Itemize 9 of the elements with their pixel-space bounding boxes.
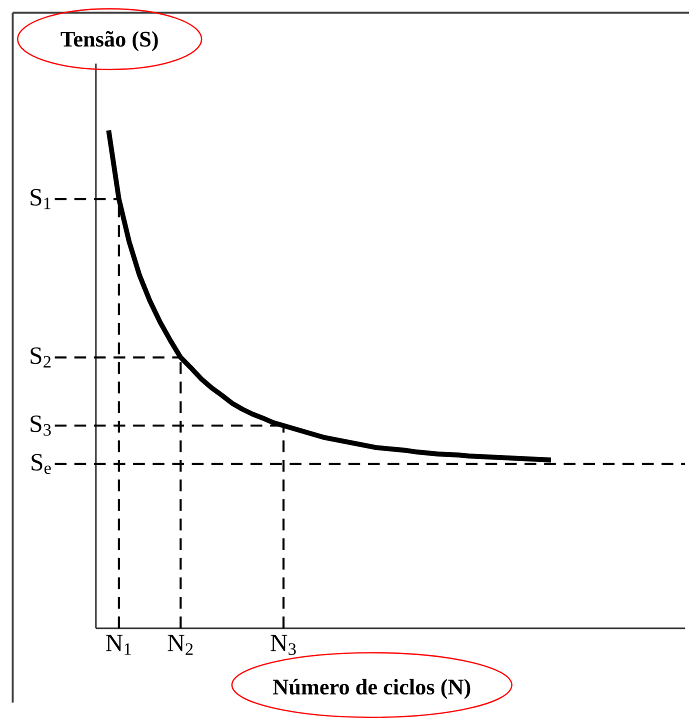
y-axis-title: Tensão (S) <box>60 31 158 52</box>
x-tick-label: N$_{3}$ <box>270 634 296 655</box>
x-axis-title: Número de ciclos (N) <box>273 678 470 700</box>
ref-line-label: S$_{3}$ <box>30 415 51 436</box>
ref-line-label: S$_{2}$ <box>30 347 51 368</box>
x-tick-label: N$_{2}$ <box>168 634 193 655</box>
ref-line-label: S$_{e}$ <box>32 454 51 474</box>
ref-line-label: S$_{1}$ <box>30 189 50 210</box>
x-tick-label: N$_{1}$ <box>106 634 131 655</box>
